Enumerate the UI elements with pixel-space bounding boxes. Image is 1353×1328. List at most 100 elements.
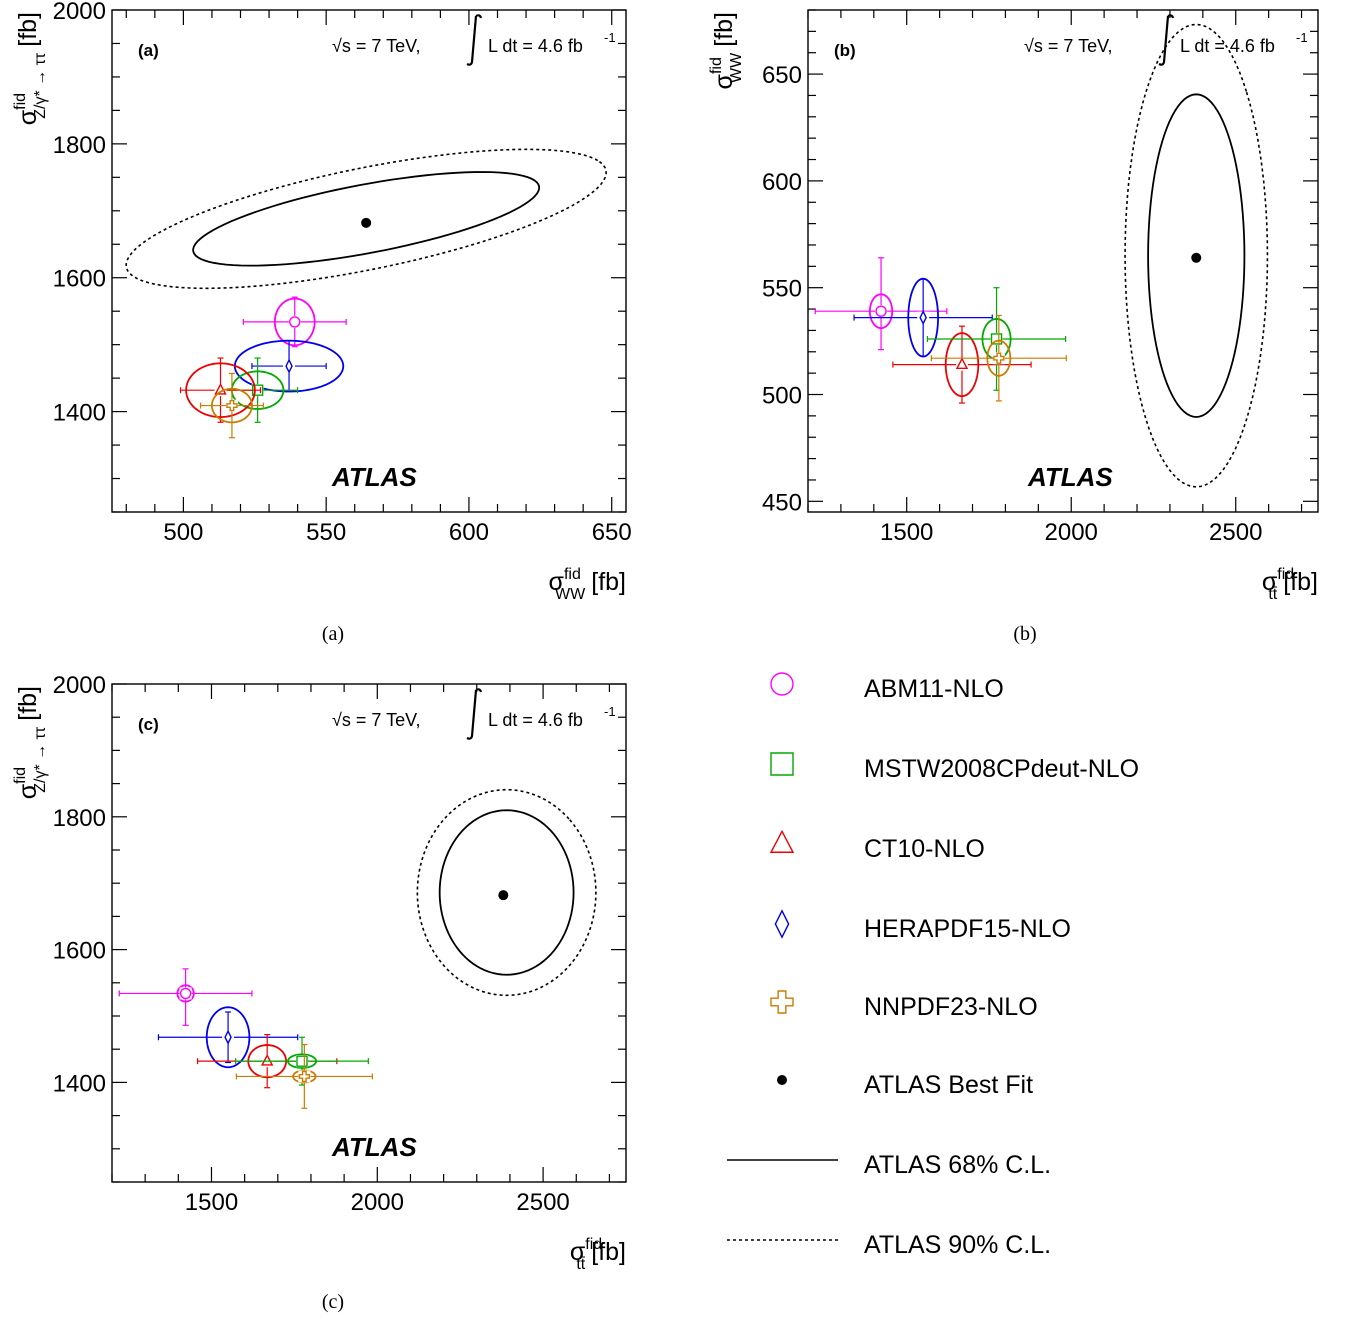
luminosity-label: L dt = 4.6 fb — [488, 36, 583, 56]
legend-label: NNPDF23-NLO — [864, 993, 1038, 1021]
panel-label: (c) — [138, 715, 159, 734]
panel-caption: (b) — [1013, 623, 1036, 645]
atlas-label: ATLAS — [331, 1132, 417, 1162]
y-tick-label: 650 — [762, 62, 802, 89]
prediction-marker — [214, 382, 227, 395]
energy-label: √s = 7 TeV, — [1024, 36, 1112, 56]
panel-caption: (a) — [322, 623, 344, 645]
plot-frame — [111, 683, 627, 1183]
prediction-marker — [993, 352, 1005, 364]
y-tick-label: 450 — [762, 489, 802, 516]
marker-backdrop — [955, 358, 968, 371]
legend-label: CT10-NLO — [864, 835, 985, 863]
legend-label: MSTW2008CPdeut-NLO — [864, 755, 1139, 783]
prediction-ellipse — [944, 332, 980, 398]
prediction-marker — [179, 987, 192, 1000]
prediction-ellipse — [981, 318, 1012, 360]
panel-label: (a) — [138, 41, 159, 60]
contour-68cl — [1147, 93, 1246, 418]
y-tick-label: 1400 — [53, 400, 106, 427]
marker-backdrop — [992, 352, 1005, 365]
legend-item: HERAPDF15-NLO — [774, 909, 1071, 943]
x-tick-label: 600 — [449, 519, 489, 546]
x-tick-label: 500 — [163, 519, 203, 546]
prediction-ellipse — [907, 277, 939, 358]
x-tick-label: 550 — [306, 519, 346, 546]
energy-label: √s = 7 TeV, — [332, 710, 420, 730]
legend-item: ABM11-NLO — [770, 672, 1004, 703]
plot-frame — [111, 9, 627, 513]
prediction-marker — [226, 399, 238, 412]
legend-label: ATLAS 68% C.L. — [864, 1151, 1051, 1179]
marker-backdrop — [917, 311, 930, 324]
y-tick-label: 1400 — [53, 1070, 106, 1097]
prediction-marker — [955, 357, 969, 370]
y-tick-label: 2000 — [53, 0, 106, 25]
contour-68cl — [438, 809, 575, 976]
legend-label: HERAPDF15-NLO — [864, 915, 1071, 943]
prediction-marker — [285, 358, 293, 374]
contour-90cl — [1124, 23, 1269, 488]
marker-backdrop — [875, 305, 888, 318]
legend-marker-open-diamond — [774, 909, 790, 939]
atlas-best-fit-point — [498, 890, 509, 901]
prediction-ellipse — [233, 339, 345, 393]
prediction-mstw — [926, 287, 1067, 391]
prediction-marker — [919, 310, 927, 326]
prediction-ellipse — [986, 339, 1012, 377]
legend-marker-open-circle — [770, 672, 794, 696]
integral-symbol — [466, 688, 483, 740]
x-tick-label: 650 — [592, 519, 632, 546]
energy-label: √s = 7 TeV, — [332, 36, 420, 56]
legend-label: ATLAS 90% C.L. — [864, 1231, 1051, 1259]
legend-item: ATLAS 68% C.L. — [727, 1151, 1051, 1179]
prediction-marker — [251, 384, 264, 396]
legend-item: ATLAS 90% C.L. — [727, 1231, 1051, 1259]
prediction-nnpdf — [235, 1043, 373, 1109]
y-tick-label: 550 — [762, 276, 802, 303]
x-tick-label: 2500 — [516, 1189, 569, 1216]
prediction-herapdf — [233, 339, 345, 393]
luminosity-label: L dt = 4.6 fb — [1180, 36, 1275, 56]
prediction-marker — [875, 305, 887, 317]
prediction-marker — [261, 1053, 274, 1066]
atlas-label: ATLAS — [1027, 462, 1113, 492]
panel-caption: (c) — [322, 1291, 344, 1313]
prediction-ellipse — [205, 1006, 251, 1069]
luminosity-exponent: -1 — [1296, 30, 1308, 45]
marker-backdrop — [296, 1055, 309, 1068]
prediction-marker — [289, 316, 301, 328]
plot-frame — [807, 9, 1319, 513]
panel-label: (b) — [834, 41, 856, 60]
y-axis-label: σfid Z/γ* → ττ[fb] — [12, 686, 49, 799]
atlas-best-fit-point — [361, 217, 372, 228]
marker-backdrop — [222, 1031, 235, 1044]
y-tick-label: 1800 — [53, 132, 106, 159]
prediction-ct10 — [179, 357, 262, 423]
y-tick-label: 2000 — [53, 672, 106, 699]
marker-backdrop — [225, 399, 238, 412]
prediction-herapdf — [157, 1006, 299, 1069]
prediction-ellipse — [230, 370, 285, 410]
legend-label: ATLAS Best Fit — [864, 1071, 1033, 1099]
y-axis-label: σfid WW[fb] — [708, 12, 745, 89]
marker-backdrop — [283, 360, 296, 373]
atlas-best-fit-point — [1191, 252, 1202, 263]
prediction-ellipse — [247, 1044, 287, 1079]
y-tick-label: 500 — [762, 383, 802, 410]
contour-68cl — [192, 171, 541, 267]
x-tick-label: 2000 — [351, 1189, 404, 1216]
x-tick-label: 2500 — [1209, 519, 1262, 546]
integral-symbol — [466, 14, 483, 66]
legend-marker-filled-circle — [777, 1075, 787, 1085]
atlas-label: ATLAS — [331, 462, 417, 492]
marker-backdrop — [298, 1070, 311, 1083]
legend-item: ATLAS Best Fit — [777, 1071, 1033, 1099]
legend-item: NNPDF23-NLO — [770, 990, 1038, 1021]
legend-marker-open-triangle — [769, 829, 795, 853]
prediction-abm11 — [814, 257, 948, 351]
y-tick-label: 600 — [762, 169, 802, 196]
legend-label: ABM11-NLO — [864, 675, 1004, 703]
